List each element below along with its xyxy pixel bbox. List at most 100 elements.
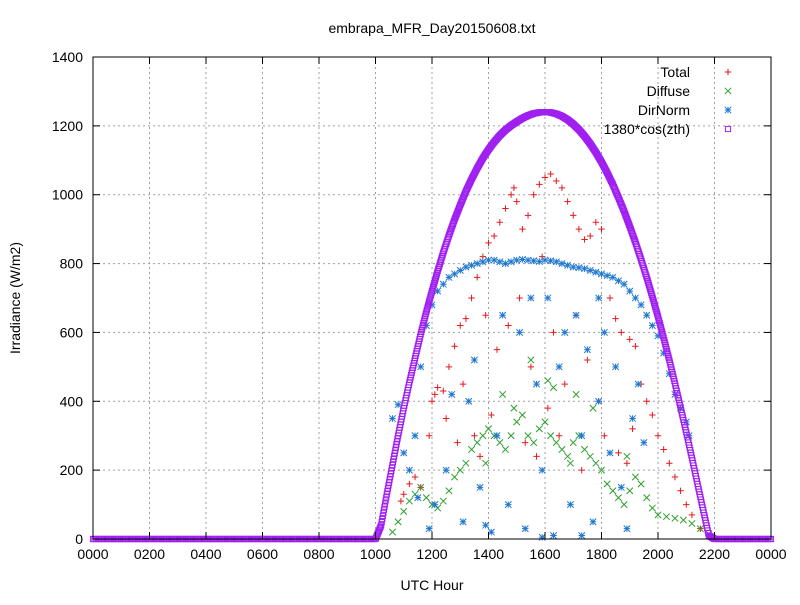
legend-item: Diffuse xyxy=(647,83,732,99)
data-point-total xyxy=(547,170,554,178)
data-point-total xyxy=(536,181,543,188)
data-point-dirnorm xyxy=(499,311,507,319)
data-point-dirnorm xyxy=(473,260,481,268)
data-point-1380-cos-zth--interp xyxy=(648,289,655,296)
data-point-diffuse xyxy=(564,452,572,460)
data-point-total xyxy=(524,212,532,219)
data-point-total xyxy=(474,274,481,281)
data-point-total xyxy=(561,380,568,388)
x-tick-label: 1200 xyxy=(416,546,447,562)
data-point-diffuse xyxy=(527,356,535,364)
data-point-dirnorm xyxy=(660,349,668,357)
data-point-1380-cos-zth- xyxy=(428,288,436,295)
data-point-dirnorm xyxy=(549,532,558,540)
data-point-1380-cos-zth--interp xyxy=(431,278,438,285)
data-point-total xyxy=(425,432,433,439)
y-tick-label: 400 xyxy=(60,393,84,409)
data-point-dirnorm xyxy=(609,273,617,281)
data-point-1380-cos-zth- xyxy=(649,293,656,300)
data-point-dirnorm xyxy=(558,260,566,268)
data-point-dirnorm xyxy=(640,439,648,447)
data-point-dirnorm xyxy=(482,521,490,529)
data-point-dirnorm xyxy=(417,363,425,371)
data-point-total xyxy=(544,404,552,412)
data-point-diffuse xyxy=(530,439,538,447)
data-point-dirnorm xyxy=(487,528,495,536)
data-point-total xyxy=(533,453,540,460)
data-point-dirnorm xyxy=(580,265,589,273)
data-point-1380-cos-zth--interp xyxy=(654,311,661,318)
data-point-dirnorm xyxy=(513,256,521,264)
data-point-diffuse xyxy=(518,411,526,419)
data-point-diffuse xyxy=(484,425,493,433)
data-point-total xyxy=(471,432,478,439)
data-point-dirnorm xyxy=(465,397,473,405)
legend: Total Diffuse DirNorm 1380*cos(zth) xyxy=(604,64,732,137)
data-point-dirnorm xyxy=(490,256,498,264)
data-point-diffuse xyxy=(620,501,628,509)
data-point-dirnorm xyxy=(547,257,555,265)
data-point-total xyxy=(618,329,625,336)
data-point-dirnorm xyxy=(456,266,464,275)
data-point-diffuse xyxy=(631,473,639,481)
data-point-dirnorm xyxy=(434,287,442,295)
data-point-total xyxy=(598,225,605,233)
data-point-dirnorm xyxy=(516,328,524,336)
data-point-total xyxy=(558,184,566,192)
data-point-1380-cos-zth- xyxy=(423,308,430,315)
data-point-total xyxy=(553,177,560,185)
data-point-dirnorm xyxy=(507,258,515,266)
data-point-total xyxy=(522,439,529,446)
data-point-diffuse xyxy=(510,404,518,412)
data-point-1380-cos-zth--interp xyxy=(426,298,433,305)
data-point-dirnorm xyxy=(414,494,422,502)
data-point-total xyxy=(400,491,407,498)
x-tick-label: 1800 xyxy=(586,546,617,562)
data-point-diffuse xyxy=(688,519,696,528)
data-point-dirnorm xyxy=(428,301,436,309)
x-tick-label: 0800 xyxy=(303,546,334,562)
data-point-diffuse xyxy=(422,494,430,502)
data-point-total xyxy=(431,391,439,398)
data-point-total xyxy=(612,315,619,322)
data-point-1380-cos-zth--interp xyxy=(450,219,457,226)
data-point-total xyxy=(445,363,453,371)
data-point-total xyxy=(688,511,696,519)
data-point-diffuse xyxy=(696,525,704,533)
data-point-dirnorm xyxy=(595,397,603,405)
data-point-total xyxy=(654,432,662,439)
data-point-dirnorm xyxy=(586,266,594,275)
axes: 0000 0200 0400 0600 0800 1000 1200 1400 1600 1800… xyxy=(52,49,787,562)
data-point-1380-cos-zth--interp xyxy=(432,274,440,281)
data-point-diffuse xyxy=(654,511,662,519)
data-point-diffuse xyxy=(544,377,552,385)
data-point-dirnorm xyxy=(504,501,512,509)
series-diffuse xyxy=(388,356,713,538)
data-point-total xyxy=(428,398,436,405)
data-point-total xyxy=(555,432,563,439)
legend-label: 1380*cos(zth) xyxy=(604,121,690,137)
data-point-dirnorm xyxy=(518,255,526,263)
data-point-dirnorm xyxy=(575,264,583,272)
legend-item: DirNorm xyxy=(638,102,732,118)
data-point-1380-cos-zth--interp xyxy=(423,306,431,313)
data-point-total xyxy=(527,363,535,371)
data-point-dirnorm xyxy=(620,280,628,288)
data-point-dirnorm xyxy=(578,432,586,440)
data-point-total xyxy=(490,232,498,240)
x-axis-label: UTC Hour xyxy=(400,577,463,593)
data-point-dirnorm xyxy=(445,273,453,281)
data-point-dirnorm xyxy=(459,518,467,526)
data-point-total xyxy=(488,411,495,419)
data-point-diffuse xyxy=(572,390,580,398)
legend-marker xyxy=(724,106,732,114)
data-point-1380-cos-zth--interp xyxy=(653,309,660,316)
y-tick-label: 1200 xyxy=(52,118,83,134)
data-point-1380-cos-zth--interp xyxy=(650,299,658,306)
data-point-diffuse xyxy=(467,445,476,454)
data-point-total xyxy=(584,356,591,364)
data-point-1380-cos-zth--interp xyxy=(646,283,653,291)
data-point-total xyxy=(502,205,509,212)
data-point-1380-cos-zth--interp xyxy=(644,278,651,285)
